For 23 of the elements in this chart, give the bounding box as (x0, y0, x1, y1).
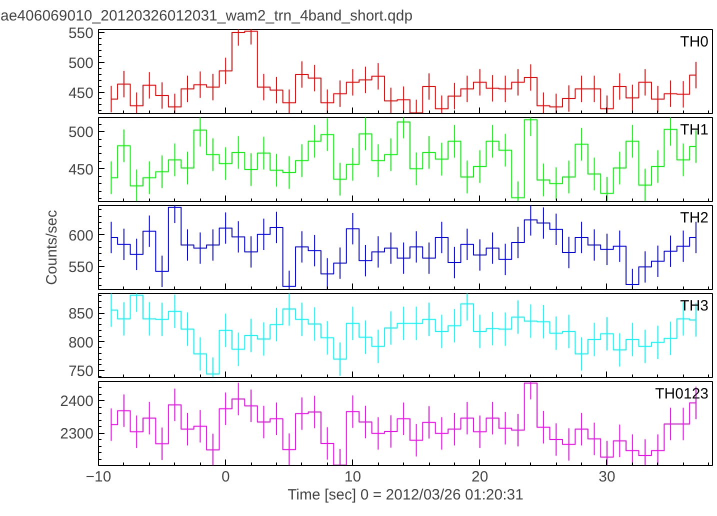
chart-title: ae406069010_20120326012031_wam2_trn_4band_short.qdp (0, 8, 413, 24)
x-tick-label: 10 (344, 468, 362, 486)
y-tick-label: 2300 (60, 426, 94, 443)
x-tick-label: 30 (598, 468, 616, 486)
y-tick-label: 450 (68, 85, 94, 102)
series-label: TH1 (680, 122, 709, 138)
y-tick-label: 800 (68, 334, 94, 352)
y-tick-label: 450 (68, 161, 94, 178)
x-tick-label: −10 (86, 468, 112, 486)
series-label: TH0 (680, 34, 709, 50)
y-tick-label: 750 (68, 363, 94, 380)
y-tick-label: 550 (68, 258, 94, 276)
x-tick-label: 0 (221, 468, 230, 486)
y-tick-label: 2400 (60, 393, 94, 410)
y-axis-title: Counts/sec (43, 209, 60, 286)
y-tick-label: 500 (68, 55, 94, 72)
y-tick-label: 600 (68, 227, 94, 244)
series-label: TH2 (680, 210, 709, 226)
x-tick-label: 20 (472, 468, 488, 486)
y-tick-label: 550 (68, 25, 94, 42)
x-axis-title: Time [sec] 0 = 2012/03/26 01:20:31 (288, 486, 524, 504)
y-tick-label: 500 (68, 124, 94, 142)
y-tick-label: 850 (68, 306, 94, 323)
